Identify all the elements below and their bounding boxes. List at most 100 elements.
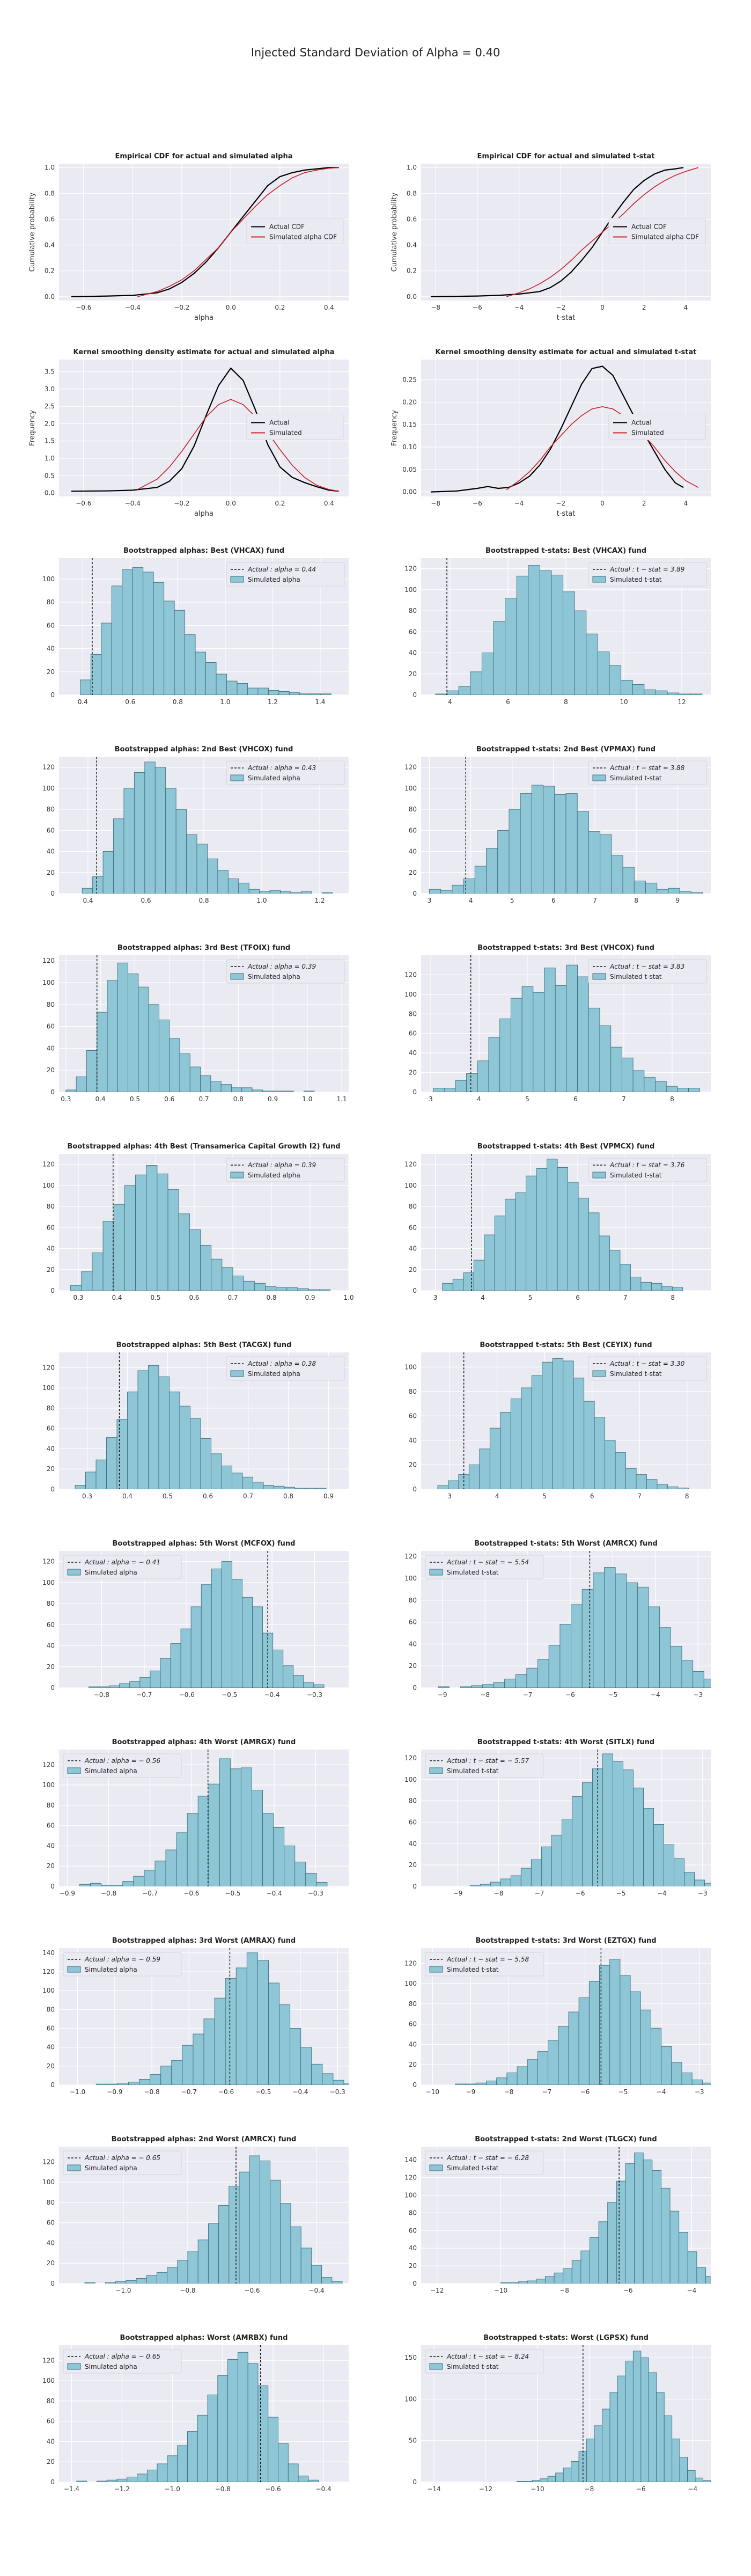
legend-box	[608, 218, 706, 244]
plot-marks	[435, 558, 703, 695]
histogram-bar	[333, 2080, 344, 2085]
histogram-bar	[636, 1474, 647, 1489]
histogram-bar	[470, 671, 482, 695]
x-tick-label: 0.8	[233, 1095, 244, 1103]
legend-box	[608, 414, 706, 440]
y-tick-label: 100	[42, 1384, 55, 1392]
histogram-bar	[242, 1597, 253, 1688]
x-tick-label: −0.5	[222, 1691, 237, 1699]
histogram-bar	[303, 1682, 314, 1688]
histogram-bar	[196, 844, 208, 894]
histogram-bar	[178, 1213, 190, 1291]
histogram-bar	[217, 2375, 229, 2482]
histogram-bar	[640, 1282, 652, 1291]
histogram-bar	[268, 2417, 278, 2482]
y-tick-label: 60	[47, 1621, 55, 1628]
x-tick-label: 6	[573, 1095, 578, 1103]
plot-marks	[429, 757, 703, 894]
histogram-bar	[321, 892, 333, 894]
histogram-bar	[637, 1586, 649, 1688]
y-tick-label: 20	[409, 670, 417, 678]
histogram-bar	[273, 1091, 284, 1092]
histogram-bar	[652, 2170, 661, 2284]
legend: Actual : alpha = 0.39 Simulated alpha	[226, 959, 345, 984]
x-tick-label: 1.4	[315, 698, 325, 706]
histogram-bar	[134, 772, 145, 894]
histogram-bar	[555, 985, 567, 1092]
histogram-bar	[586, 633, 598, 695]
legend-simulated-label: Simulated alpha	[85, 2363, 137, 2370]
x-tick-label: −9	[453, 1890, 463, 1897]
legend: Actual : alpha = − 0.56 Simulated alpha	[63, 1753, 182, 1778]
y-tick-label: 100	[404, 2395, 417, 2403]
histogram-bar	[154, 767, 166, 894]
chart-title: Bootstrapped alphas: 4th Best (Transamer…	[67, 1143, 340, 1151]
y-tick-label: 40	[47, 1642, 55, 1650]
histogram-bar	[479, 1448, 490, 1489]
histogram-bar	[136, 2278, 147, 2284]
histogram-bar	[542, 1362, 553, 1489]
x-tick-label: 1.2	[314, 897, 325, 904]
histogram-bar	[561, 1819, 572, 1886]
x-tick-label: −0.4	[315, 2485, 331, 2493]
x-tick-label: −4	[514, 500, 524, 507]
histogram-bar	[200, 1438, 211, 1489]
y-tick-label: 80	[47, 1404, 55, 1412]
x-tick-label: 0.4	[324, 304, 334, 311]
y-tick-label: 150	[404, 2354, 417, 2361]
legend: Actual : alpha = 0.43 Simulated alpha	[226, 760, 345, 785]
x-tick-label: 0.6	[189, 1294, 199, 1301]
y-tick-label: 100	[404, 586, 417, 594]
legend-actual-label: Actual : t − stat = 3.89	[609, 566, 684, 573]
histogram-bar	[211, 1453, 222, 1489]
legend: Actual Simulated	[246, 414, 344, 440]
histogram-bar	[517, 2066, 528, 2085]
chart-panel-1: −0.6 −0.4 −0.2 0.0 0.2 0.4 0.0 0.2 0.4 0.6 0.8 1.0 E…	[28, 152, 349, 322]
chart-panel-13: 0.3 0.4 0.5 0.6 0.7 0.8 0.9 0 20 40 60 80 100 120 Boot…	[42, 1341, 349, 1500]
histogram-bar	[521, 986, 534, 1092]
histogram-bar	[674, 1858, 685, 1886]
histogram-bar	[538, 1659, 549, 1688]
histogram-bar	[190, 1418, 201, 1489]
histogram-bar	[237, 683, 248, 695]
legend-actual-label: Actual : t − stat = 3.76	[609, 1161, 685, 1169]
histogram-bar	[316, 1882, 328, 1886]
x-tick-label: −0.8	[215, 2485, 231, 2493]
y-tick-label: 20	[409, 1266, 417, 1274]
x-tick-label: 5	[510, 897, 514, 904]
y-tick-label: 100	[42, 1781, 55, 1789]
histogram-bar	[135, 1174, 147, 1291]
histogram-bar	[112, 1885, 123, 1886]
plot-marks	[89, 1551, 325, 1688]
x-tick-label: 0.9	[323, 1492, 334, 1500]
legend-simulated-label: Simulated alpha	[248, 576, 300, 583]
histogram-bar	[533, 992, 544, 1092]
histogram-bar	[630, 1277, 642, 1291]
histogram-bar	[493, 621, 506, 695]
histogram-bar	[214, 1997, 226, 2085]
histogram-bar	[668, 888, 680, 894]
y-tick-label: 0	[413, 1883, 417, 1890]
histogram-bar	[505, 1198, 516, 1291]
y-tick-label: 40	[409, 649, 417, 657]
x-tick-label: −1.0	[165, 2485, 180, 2493]
histogram-bar	[300, 2248, 312, 2284]
x-tick-label: 0.4	[83, 897, 93, 904]
legend-simulated-label: Simulated t-stat	[447, 1569, 499, 1576]
histogram-bar	[632, 2351, 642, 2482]
histogram-bar	[666, 1086, 678, 1092]
legend-simulated-swatch	[67, 1966, 81, 1973]
x-tick-label: 2	[642, 500, 646, 507]
histogram-bar	[625, 2163, 635, 2284]
histogram-bar	[133, 1876, 145, 1886]
x-tick-label: 0.0	[226, 304, 236, 311]
histogram-bar	[146, 1165, 158, 1291]
legend-simulated-swatch	[429, 2164, 443, 2171]
histogram-bar	[563, 1360, 574, 1489]
y-tick-label: 100	[404, 1182, 417, 1189]
histogram-bar	[705, 2276, 711, 2284]
histogram-bar	[262, 1813, 274, 1886]
histogram-bar	[290, 2226, 301, 2284]
histogram-bar	[137, 1370, 149, 1489]
histogram-bar	[703, 2480, 711, 2482]
